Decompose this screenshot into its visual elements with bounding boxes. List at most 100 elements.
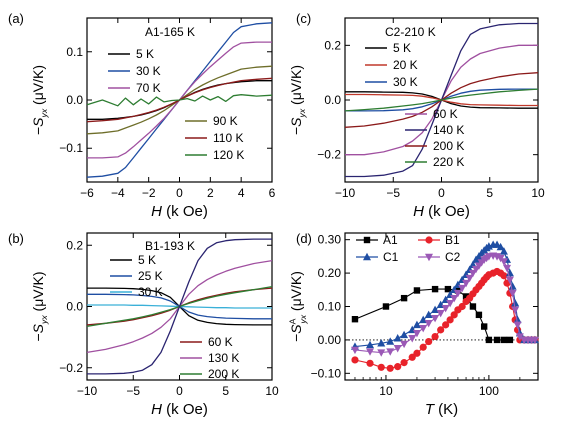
legend-label: 5 K [138, 253, 156, 267]
y-tick-label: 0.2 [66, 238, 83, 252]
data-point [400, 359, 408, 367]
x-tick-label: −2 [142, 186, 156, 200]
y-tick-label: −0.1 [59, 141, 83, 155]
data-point [480, 323, 488, 330]
data-point [458, 302, 466, 311]
data-point [450, 294, 459, 303]
x-tick-label: 2 [207, 186, 214, 200]
data-point [400, 330, 409, 339]
legend-label: 5 K [136, 47, 154, 61]
series-line [344, 88, 539, 112]
legend-label: B1 [445, 233, 460, 247]
data-point [386, 364, 394, 372]
data-point [462, 279, 471, 288]
data-point [446, 299, 455, 308]
data-point [500, 336, 508, 344]
x-axis-label: H (k Oe) [151, 203, 208, 220]
data-point [511, 298, 520, 307]
data-point [412, 320, 421, 329]
data-point [508, 289, 517, 298]
data-point [508, 282, 517, 290]
panel-c: −10 −5 0 5 10 −0.2 0.0 0.2 H (k Oe) −Syx (μV/K) (c… [288, 11, 545, 220]
panel-b: −10 −5 0 5 10 −0.2 0.0 0.2 H (k Oe) −Syx (μV/K) (b… [8, 231, 279, 418]
series-line [87, 238, 272, 375]
x-tick-label: −6 [80, 186, 94, 200]
legend-label: 200 K [433, 139, 464, 153]
data-point [431, 305, 440, 314]
data-point [450, 311, 458, 319]
legend-label: 70 K [136, 81, 161, 95]
legend-label: C1 [383, 250, 399, 264]
x-axis-label: T (K) [425, 401, 458, 418]
x-axis-label: H (k Oe) [413, 203, 470, 220]
x-tick-label: −5 [386, 186, 400, 200]
x-tick-label: 10 [531, 186, 545, 200]
data-point [442, 321, 450, 329]
data-point [351, 356, 359, 364]
y-axis-label: −SAyx (μV/K) [288, 271, 308, 342]
y-tick-label: −0.10 [311, 366, 342, 380]
series-line [354, 288, 510, 341]
data-point [377, 349, 386, 357]
data-point [412, 330, 421, 338]
data-point [441, 304, 450, 313]
data-point [386, 348, 395, 356]
x-tick-label: 5 [222, 384, 229, 398]
legend-marker [425, 253, 433, 262]
data-point [485, 336, 493, 344]
x-tick-label: 6 [269, 186, 276, 200]
data-point [513, 315, 522, 324]
panel-label: (c) [296, 11, 311, 26]
data-point [408, 335, 417, 343]
data-point [496, 242, 505, 251]
data-point [468, 269, 477, 278]
x-tick-label: −10 [77, 384, 98, 398]
data-point [503, 264, 512, 273]
panel-title: B1-193 K [145, 239, 195, 253]
x-tick-label: 10 [379, 384, 393, 398]
data-point [413, 287, 421, 294]
data-point [408, 353, 416, 361]
data-point [513, 321, 522, 330]
legend-label: 30 K [393, 75, 418, 89]
legend-label: 130 K [208, 351, 239, 365]
data-point [475, 311, 483, 319]
y-tick-label: 0.20 [318, 266, 342, 280]
data-point [431, 314, 440, 323]
legend-label: C2 [445, 250, 461, 264]
data-point [366, 359, 374, 367]
x-tick-label: 10 [265, 384, 279, 398]
panel-a: −6 −4 −2 0 2 4 6 −0.1 0.0 0.1 H (k Oe) −Syx (μV/K) (… [8, 11, 276, 220]
y-tick-label: 0.0 [66, 93, 83, 107]
x-tick-label: 0 [176, 384, 183, 398]
data-point [469, 303, 477, 310]
legend-label: 5 K [393, 41, 411, 55]
data-point [366, 340, 375, 349]
legend-label: 220 K [433, 155, 464, 169]
y-tick-label: 0.0 [66, 300, 83, 314]
data-point [425, 337, 433, 346]
data-point [500, 272, 508, 280]
y-tick-label: 0.2 [324, 38, 341, 52]
data-point [431, 285, 439, 293]
panel-title: A1-165 K [145, 25, 195, 39]
data-point [530, 336, 539, 345]
legend-label: 20 K [393, 58, 418, 72]
data-point [453, 289, 462, 298]
panel-label: (d) [296, 231, 312, 246]
legend-label: A1 [383, 233, 398, 247]
legend-label: 110 K [213, 131, 243, 145]
data-point [419, 343, 427, 351]
data-point [393, 334, 402, 342]
legend-label: 30 K [136, 64, 161, 78]
data-point [458, 284, 467, 293]
legend-label: 25 K [138, 269, 163, 283]
y-tick-label: 0.30 [318, 233, 342, 247]
data-point [382, 303, 390, 310]
series-line [86, 94, 273, 107]
data-point [462, 293, 470, 300]
data-point [419, 315, 428, 324]
data-point [499, 247, 508, 255]
y-tick-label: 0.1 [66, 45, 83, 59]
